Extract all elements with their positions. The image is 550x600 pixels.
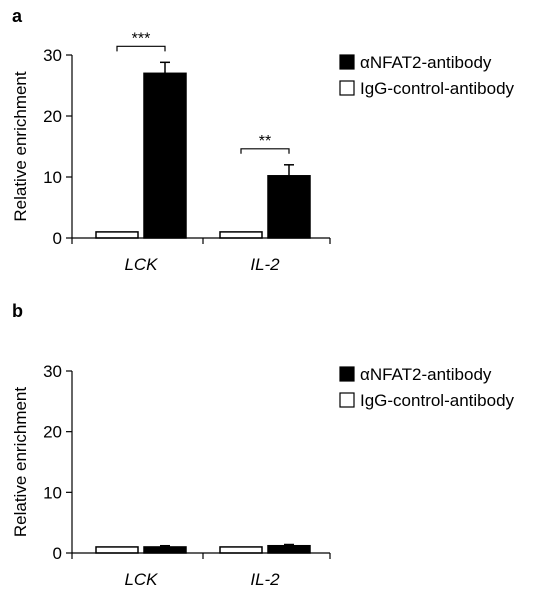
legend-swatch-igg-control-antibody — [339, 392, 355, 408]
y-tick-label: 10 — [43, 168, 62, 187]
y-tick-label: 30 — [43, 362, 62, 381]
legend-swatch--nfat2-antibody — [339, 54, 355, 70]
bar-igg-control-antibody-lck — [95, 546, 139, 554]
bar--nfat2-antibody-lck — [143, 546, 187, 554]
x-category-label-lck: LCK — [124, 570, 158, 589]
legend-label--nfat2-antibody: αNFAT2-antibody — [360, 365, 492, 384]
significance-bracket — [240, 148, 290, 154]
y-tick-label: 0 — [53, 229, 62, 248]
x-category-label-il-2: IL-2 — [250, 255, 280, 274]
y-axis-label: Relative enrichment — [11, 387, 30, 538]
bar--nfat2-antibody-lck — [143, 72, 187, 239]
y-tick-label: 0 — [53, 544, 62, 563]
x-category-label-lck: LCK — [124, 255, 158, 274]
y-tick-label: 20 — [43, 107, 62, 126]
bar-igg-control-antibody-il-2 — [219, 546, 263, 554]
panel-label-a: a — [12, 6, 23, 26]
legend-label-igg-control-antibody: IgG-control-antibody — [360, 79, 515, 98]
bar--nfat2-antibody-il-2 — [267, 175, 311, 239]
panel-label-b: b — [12, 301, 23, 321]
bar--nfat2-antibody-il-2 — [267, 544, 311, 554]
significance-stars: *** — [132, 30, 151, 47]
x-category-label-il-2: IL-2 — [250, 570, 280, 589]
y-tick-label: 30 — [43, 46, 62, 65]
y-axis-label: Relative enrichment — [11, 71, 30, 222]
y-tick-label: 10 — [43, 483, 62, 502]
bar-igg-control-antibody-lck — [95, 231, 139, 239]
legend-label-igg-control-antibody: IgG-control-antibody — [360, 391, 515, 410]
significance-bracket — [116, 45, 166, 52]
legend-swatch-igg-control-antibody — [339, 80, 355, 96]
legend-label--nfat2-antibody: αNFAT2-antibody — [360, 53, 492, 72]
bar-igg-control-antibody-il-2 — [219, 231, 263, 239]
significance-stars: ** — [259, 133, 271, 150]
y-tick-label: 20 — [43, 423, 62, 442]
legend-swatch--nfat2-antibody — [339, 366, 355, 382]
